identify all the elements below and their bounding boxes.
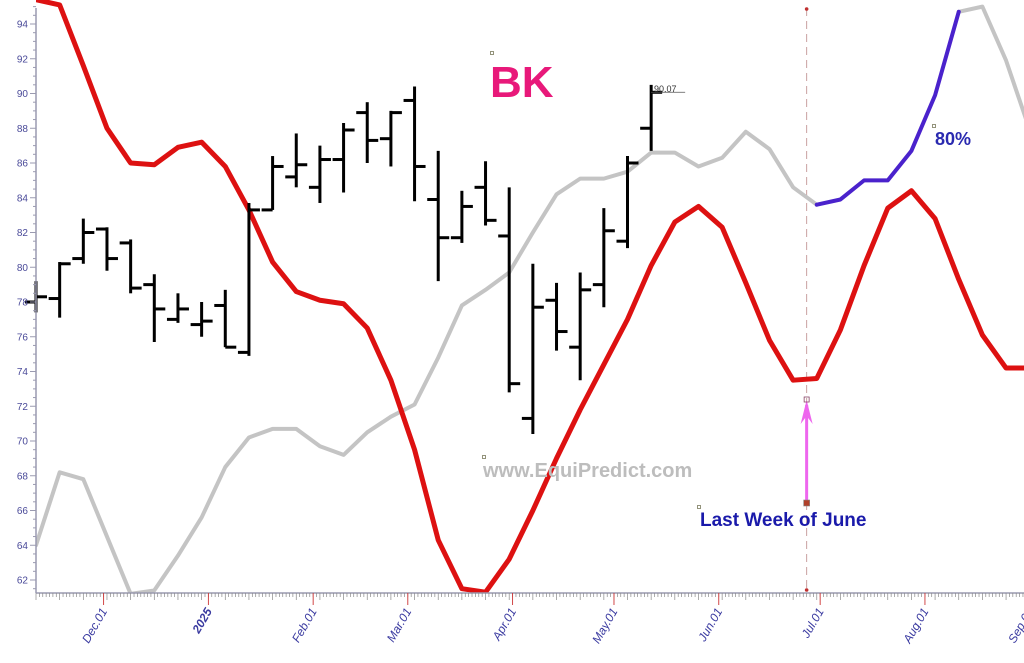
ohlc-bar: [640, 84, 663, 151]
ohlc-bar: [569, 272, 592, 381]
x-tick-label: Aug.01: [900, 606, 932, 647]
y-tick-label: 92: [17, 54, 29, 65]
symbol-label: BK: [490, 58, 554, 107]
y-tick-label: 68: [17, 471, 29, 482]
x-tick-label: Sep.01: [1005, 606, 1024, 646]
ohlc-bar: [237, 202, 260, 356]
ohlc-bar: [474, 161, 497, 226]
projection-line: [814, 9, 961, 207]
anchor-marker: [803, 499, 810, 507]
ohlc-bar: [545, 282, 568, 351]
x-tick-label: May.01: [589, 606, 620, 646]
y-tick-label: 72: [17, 402, 29, 413]
ohlc-bar: [48, 262, 71, 318]
anchor-marker: [803, 396, 810, 403]
x-tick-label: Feb.01: [289, 606, 320, 645]
x-tick-label: Dec.01: [79, 606, 110, 646]
ohlc-bar: [143, 274, 166, 342]
y-tick-label: 70: [17, 437, 29, 448]
ohlc-bar: [72, 218, 95, 264]
gray-line-tail: [956, 4, 1024, 120]
y-tick-label: 64: [17, 541, 29, 552]
timing-label: Last Week of June: [700, 510, 866, 531]
ohlc-bar: [450, 190, 473, 243]
y-tick-label: 88: [17, 124, 29, 135]
ohlc-bar: [261, 156, 284, 212]
ohlc-bar: [190, 302, 213, 337]
ohlc-bar: [498, 187, 521, 393]
red-line: [36, 0, 1024, 593]
y-tick-label: 90: [17, 89, 29, 100]
watermark: www.EquiPredict.com: [482, 460, 692, 482]
indicator-lines: [36, 0, 1024, 593]
x-tick-label: Mar.01: [384, 606, 415, 645]
ohlc-bar: [427, 150, 450, 282]
ohlc-bar: [285, 133, 308, 188]
annotations: BK 80% Last Week of June www.EquiPredict…: [482, 51, 971, 531]
ohlc-bar: [592, 208, 615, 308]
y-tick-label: 78: [17, 298, 29, 309]
y-tick-label: 94: [17, 20, 29, 31]
gray-line: [36, 129, 819, 593]
ohlc-bars: [25, 84, 686, 435]
ohlc-bar: [308, 145, 331, 203]
ohlc-bar: [403, 86, 426, 202]
x-tick-label: Jun.01: [695, 606, 726, 645]
ohlc-bar: [214, 289, 237, 349]
marker-top-dot: [804, 7, 809, 11]
y-tick-label: 62: [17, 576, 29, 587]
y-tick-label: 80: [17, 263, 29, 274]
x-tick-label: Apr.01: [489, 606, 519, 644]
y-tick-label: 66: [17, 506, 29, 517]
percent-label: 80%: [935, 129, 971, 149]
anchor-marker: [490, 51, 494, 55]
x-tick-label: 2025: [189, 605, 215, 636]
y-tick-label: 76: [17, 332, 29, 343]
ohlc-bar: [95, 227, 118, 271]
y-tick-label: 74: [17, 367, 29, 378]
ohlc-bar: [119, 239, 142, 294]
anchor-marker: [697, 505, 701, 509]
ohlc-bar: [332, 123, 355, 193]
ohlc-bar: [356, 102, 379, 163]
y-tick-label: 84: [17, 193, 29, 204]
arrow-head-icon: [800, 400, 813, 424]
x-tick-label: Jul.01: [798, 606, 827, 642]
ohlc-bar: [616, 156, 639, 249]
last-price-label: 90.07: [654, 84, 677, 94]
y-tick-label: 86: [17, 159, 29, 170]
y-tick-label: 82: [17, 228, 29, 239]
ohlc-bar: [521, 263, 544, 435]
anchor-marker: [482, 455, 486, 459]
anchor-marker: [932, 124, 936, 128]
ohlc-bar: [166, 293, 189, 323]
marker-bottom-dot: [804, 588, 809, 592]
ohlc-bar: [379, 110, 402, 167]
